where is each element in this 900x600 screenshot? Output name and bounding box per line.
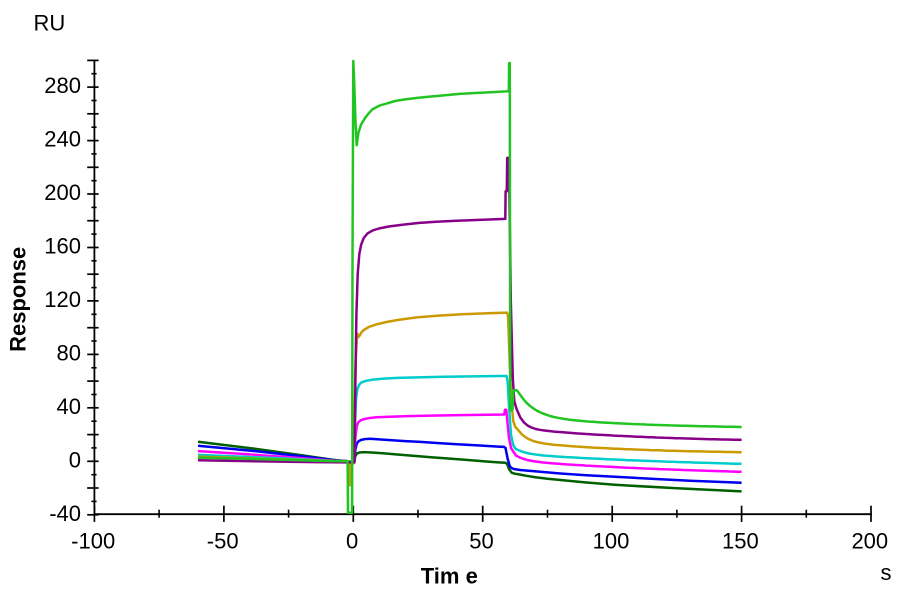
- svg-text:200: 200: [44, 180, 81, 205]
- svg-text:200: 200: [851, 529, 888, 554]
- svg-text:80: 80: [57, 340, 81, 365]
- svg-text:RU: RU: [34, 11, 66, 36]
- svg-text:50: 50: [469, 529, 493, 554]
- svg-text:100: 100: [593, 529, 630, 554]
- svg-text:40: 40: [57, 394, 81, 419]
- svg-text:-40: -40: [49, 501, 81, 526]
- svg-text:Tim e: Tim e: [421, 563, 478, 588]
- svg-text:s: s: [881, 560, 892, 585]
- svg-text:160: 160: [44, 234, 81, 259]
- svg-text:0: 0: [346, 529, 358, 554]
- svg-text:120: 120: [44, 287, 81, 312]
- svg-text:0: 0: [69, 447, 81, 472]
- svg-text:-50: -50: [207, 529, 239, 554]
- svg-text:150: 150: [722, 529, 759, 554]
- svg-text:-100: -100: [71, 529, 115, 554]
- svg-text:240: 240: [44, 127, 81, 152]
- svg-text:Response: Response: [5, 247, 30, 352]
- svg-text:280: 280: [44, 73, 81, 98]
